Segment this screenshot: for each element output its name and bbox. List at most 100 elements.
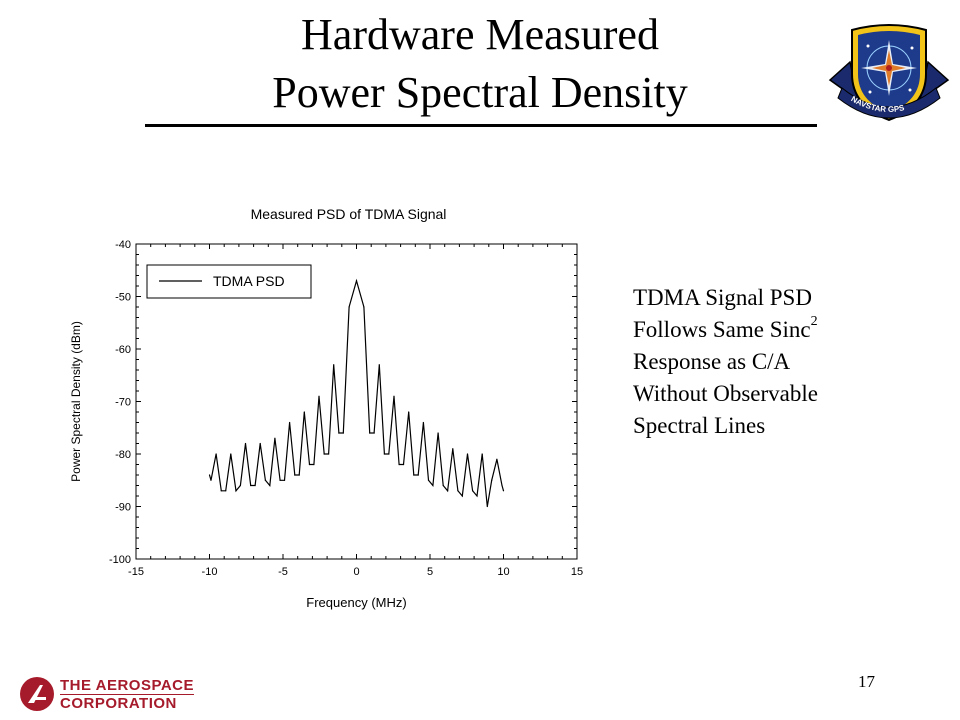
aerospace-mark-icon: [20, 677, 54, 711]
data-point: [327, 453, 330, 455]
legend-label: TDMA PSD: [213, 273, 285, 289]
data-point: [437, 432, 439, 434]
y-tick-label: -50: [115, 292, 131, 304]
y-tick-label: -70: [115, 397, 131, 409]
series-line: [208, 278, 505, 507]
data-point: [225, 490, 227, 492]
data-point: [294, 474, 296, 476]
data-point: [338, 432, 340, 434]
data-point: [298, 474, 300, 476]
x-tick-label: -15: [128, 566, 144, 578]
data-point: [457, 490, 459, 492]
corp-line1: THE AEROSPACE: [60, 677, 195, 694]
data-point: [210, 479, 212, 481]
x-tick-label: 5: [427, 566, 433, 578]
data-point: [501, 484, 503, 487]
data-point: [383, 453, 386, 455]
data-point: [279, 479, 281, 481]
data-point: [303, 411, 305, 413]
data-point: [472, 490, 474, 492]
bullet-line-1: TDMA Signal PSD: [633, 285, 812, 310]
data-point: [496, 458, 498, 460]
data-point: [342, 432, 344, 434]
x-tick-label: 15: [571, 566, 583, 578]
data-point: [402, 463, 405, 466]
data-point: [348, 306, 350, 308]
data-point: [259, 442, 261, 445]
data-point: [308, 463, 311, 466]
x-tick-label: 10: [497, 566, 509, 578]
corp-line2: CORPORATION: [60, 694, 195, 712]
data-point: [398, 463, 400, 466]
chart-title: Measured PSD of TDMA Signal: [251, 206, 447, 222]
data-point: [461, 495, 463, 497]
data-point: [208, 474, 211, 476]
x-axis-label: Frequency (MHz): [306, 595, 406, 610]
data-point: [323, 453, 325, 455]
x-tick-label: 0: [353, 566, 359, 578]
data-point: [264, 479, 266, 481]
legend-box: [146, 264, 312, 299]
data-point: [250, 484, 252, 487]
data-point: [432, 484, 434, 487]
bullet-line-4: Without Observable: [633, 381, 818, 406]
data-point: [254, 484, 256, 487]
page-number: 17: [858, 672, 875, 691]
title-underline: [145, 124, 817, 127]
data-point: [244, 442, 247, 445]
data-point: [333, 364, 335, 366]
psd-chart: -15 -10 -5 0 5 10 15-40-50-60-70-80-90-100 Mea…: [69, 206, 583, 610]
bullet-line-2-text: Follows Same Sinc: [633, 317, 811, 342]
data-point: [413, 474, 415, 476]
data-point: [318, 395, 320, 397]
data-point: [269, 484, 271, 487]
x-tick-label: -10: [202, 566, 218, 578]
data-point: [230, 453, 232, 455]
bullet-text: TDMA Signal PSD Follows Same Sinc2 Respo…: [633, 282, 933, 442]
navstar-gps-emblem-icon: NAVSTAR GPS: [828, 24, 950, 122]
slide-title-line2: Power Spectral Density: [272, 68, 688, 117]
y-tick-label: -80: [115, 449, 131, 461]
data-point: [378, 364, 380, 366]
data-point: [427, 479, 430, 481]
y-tick-label: -60: [115, 344, 131, 356]
y-tick-label: -40: [115, 239, 131, 251]
superscript: 2: [810, 314, 818, 330]
data-point: [452, 448, 454, 450]
data-point: [447, 490, 449, 492]
data-point: [239, 484, 241, 487]
data-point: [388, 453, 390, 455]
data-point: [355, 280, 358, 282]
data-point: [215, 453, 217, 455]
data-point: [373, 432, 375, 434]
bullet-line-5: Spectral Lines: [633, 413, 766, 438]
x-tick-label: -5: [278, 566, 288, 578]
data-point: [283, 479, 286, 481]
data-point: [442, 484, 444, 487]
data-point: [313, 463, 315, 466]
slide-title-line1: Hardware Measured: [301, 10, 659, 59]
bullet-line-2: Follows Same Sinc2: [633, 314, 933, 346]
data-point: [220, 490, 222, 492]
aerospace-corp-logo: THE AEROSPACE CORPORATION: [20, 676, 220, 712]
data-point: [481, 453, 483, 455]
data-point: [422, 421, 424, 424]
data-point: [502, 490, 505, 492]
data-point: [486, 505, 488, 508]
corp-wordmark: THE AEROSPACE CORPORATION: [60, 677, 195, 712]
data-point: [417, 474, 419, 476]
data-point: [393, 395, 395, 397]
bullet-line-3: Response as C/A: [633, 349, 791, 374]
data-point: [274, 437, 276, 439]
y-axis-label: Power Spectral Density (dBm): [69, 321, 83, 482]
data-point: [476, 495, 478, 497]
data-point: [235, 490, 237, 492]
data-point: [491, 479, 493, 481]
data-point: [408, 411, 410, 413]
data-point: [289, 421, 291, 424]
data-point: [369, 432, 371, 434]
data-point: [466, 453, 469, 455]
data-point: [363, 306, 365, 308]
y-tick-label: -100: [109, 554, 131, 566]
y-tick-label: -90: [115, 502, 131, 514]
